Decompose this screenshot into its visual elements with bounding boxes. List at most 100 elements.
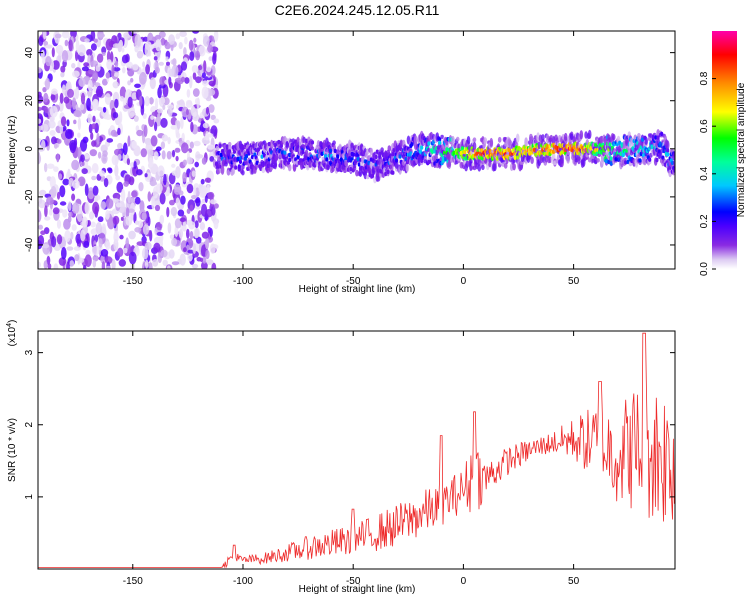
spectrogram-noise-cell bbox=[149, 181, 158, 186]
spectrogram-noise-cell bbox=[69, 139, 77, 151]
spectrogram-halo-cell bbox=[658, 152, 663, 159]
spectrogram-noise-cell bbox=[80, 92, 86, 105]
spectrogram-noise-cell bbox=[213, 31, 219, 42]
spectrogram-halo-cell bbox=[226, 169, 231, 176]
spectrogram-noise-cell bbox=[191, 65, 199, 73]
spectrogram-noise-cell bbox=[114, 98, 119, 109]
spectrogram-ridge-cell bbox=[378, 151, 382, 156]
spectrogram-ridge-cell bbox=[351, 152, 355, 157]
spectrogram-noise-cell bbox=[181, 132, 185, 142]
spectrogram-noise-cell bbox=[59, 185, 66, 198]
spectrogram-noise-cell bbox=[192, 88, 200, 97]
spectrogram-noise-cell bbox=[201, 231, 209, 239]
spectrogram-ridge-cell bbox=[452, 150, 456, 155]
spectrogram-noise-cell bbox=[104, 256, 113, 265]
spectrogram-halo-cell bbox=[455, 136, 460, 142]
spectrogram-noise-cell bbox=[56, 191, 61, 200]
spectrogram-noise-cell bbox=[194, 220, 199, 229]
spectrogram-halo-cell bbox=[447, 161, 452, 167]
spectrogram-noise-cell bbox=[46, 255, 51, 265]
spectrogram-noise-cell bbox=[46, 163, 55, 169]
spectrogram-noise-cell bbox=[156, 231, 164, 236]
spectrogram-ridge-cell bbox=[310, 140, 315, 145]
spectrogram-noise-cell bbox=[185, 100, 193, 108]
spectrogram-noise-cell bbox=[84, 254, 92, 267]
spectrogram-noise-cell bbox=[67, 88, 74, 98]
spectrogram-noise-cell bbox=[183, 47, 187, 56]
spectrogram-halo-cell bbox=[284, 137, 288, 143]
spectrogram-noise-cell bbox=[125, 207, 130, 219]
spectrogram-noise-cell bbox=[168, 249, 175, 259]
colorbar-tick-label: 0.2 bbox=[699, 214, 710, 228]
spectrogram-noise-cell bbox=[91, 140, 97, 147]
spectrogram-noise-cell bbox=[186, 183, 194, 194]
spectrogram-noise-cell bbox=[134, 220, 140, 225]
spectrogram-heat-layer bbox=[38, 31, 675, 269]
spectrogram-noise-cell bbox=[89, 149, 98, 157]
spectrogram-noise-cell bbox=[89, 211, 95, 220]
spectrogram-noise-cell bbox=[155, 39, 162, 52]
spectrogram-noise-cell bbox=[48, 120, 56, 129]
spectrogram-ridge-cell bbox=[304, 155, 309, 161]
spectrogram-noise-cell bbox=[117, 41, 122, 53]
spectrogram-noise-cell bbox=[92, 201, 100, 215]
spectrogram-noise-cell bbox=[169, 199, 175, 206]
spectrogram-noise-cell bbox=[189, 204, 194, 212]
spectrogram-noise-cell bbox=[148, 262, 153, 269]
spectrogram-noise-cell bbox=[179, 253, 186, 266]
spectrogram-noise-cell bbox=[210, 114, 216, 120]
spectrogram-halo-cell bbox=[472, 141, 477, 151]
spectrogram-noise-cell bbox=[92, 185, 99, 196]
y-tick-label: 40 bbox=[24, 47, 35, 59]
spectrogram-noise-cell bbox=[159, 76, 166, 86]
spectrogram-noise-cell bbox=[51, 88, 58, 95]
spectrogram-noise-cell bbox=[68, 39, 73, 52]
x-tick-label: -100 bbox=[233, 276, 253, 287]
spectrogram-noise-cell bbox=[206, 184, 211, 194]
spectrogram-halo-cell bbox=[261, 167, 266, 174]
spectrogram-noise-cell bbox=[38, 209, 42, 223]
spectrogram-noise-cell bbox=[202, 122, 210, 129]
spectrogram-noise-cell bbox=[118, 259, 127, 267]
spectrogram-noise-cell bbox=[194, 228, 200, 239]
spectrogram-noise-cell bbox=[158, 61, 164, 66]
spectrogram-noise-cell bbox=[147, 148, 154, 157]
spectrogram-noise-cell bbox=[66, 261, 70, 269]
spectrogram-noise-cell bbox=[79, 103, 85, 111]
spectrogram-noise-cell bbox=[144, 241, 152, 250]
spectrogram-noise-cell bbox=[148, 157, 154, 168]
spectrogram-y-ticks: -40 -20 0 20 40 bbox=[24, 47, 675, 252]
spectrogram-noise-cell bbox=[75, 233, 82, 244]
spectrogram-noise-cell bbox=[49, 105, 58, 118]
spectrogram-halo-cell bbox=[451, 135, 455, 145]
spectrogram-noise-cell bbox=[188, 75, 193, 89]
spectrogram-ridge-cell bbox=[336, 154, 340, 159]
spectrogram-noise-cell bbox=[131, 92, 138, 100]
spectrogram-noise-cell bbox=[156, 221, 163, 231]
spectrogram-noise-cell bbox=[167, 136, 171, 145]
spectrogram-noise-cell bbox=[66, 119, 70, 127]
spectrogram-noise-cell bbox=[72, 70, 80, 78]
spectrogram-halo-cell bbox=[344, 160, 348, 167]
spectrogram-halo-cell bbox=[512, 163, 516, 171]
spectrogram-ridge-cell bbox=[418, 154, 423, 160]
spectrogram-noise-cell bbox=[205, 106, 210, 115]
spectrogram-noise-cell bbox=[212, 53, 217, 65]
spectrogram-noise-cell bbox=[40, 230, 46, 235]
spectrogram-noise-cell bbox=[38, 36, 44, 47]
spectrogram-noise-cell bbox=[210, 199, 217, 205]
spectrogram-ridge-cell bbox=[238, 156, 243, 161]
spectrogram-noise-cell bbox=[63, 96, 70, 104]
spectrogram-noise-cell bbox=[195, 154, 204, 159]
snr-scale-label: (x104) bbox=[6, 320, 18, 347]
spectrogram-halo-cell bbox=[387, 145, 392, 152]
spectrogram-noise-cell bbox=[197, 65, 203, 71]
spectrogram-noise-cell bbox=[54, 33, 62, 39]
spectrogram-noise-cell bbox=[202, 139, 210, 145]
spectrogram-noise-cell bbox=[200, 178, 205, 185]
spectrogram-noise-cell bbox=[193, 37, 197, 43]
spectrogram-ridge-cell bbox=[349, 166, 353, 172]
spectrogram-halo-cell bbox=[310, 146, 315, 151]
spectrogram-noise-cell bbox=[81, 66, 89, 72]
spectrogram-noise-cell bbox=[44, 77, 51, 90]
